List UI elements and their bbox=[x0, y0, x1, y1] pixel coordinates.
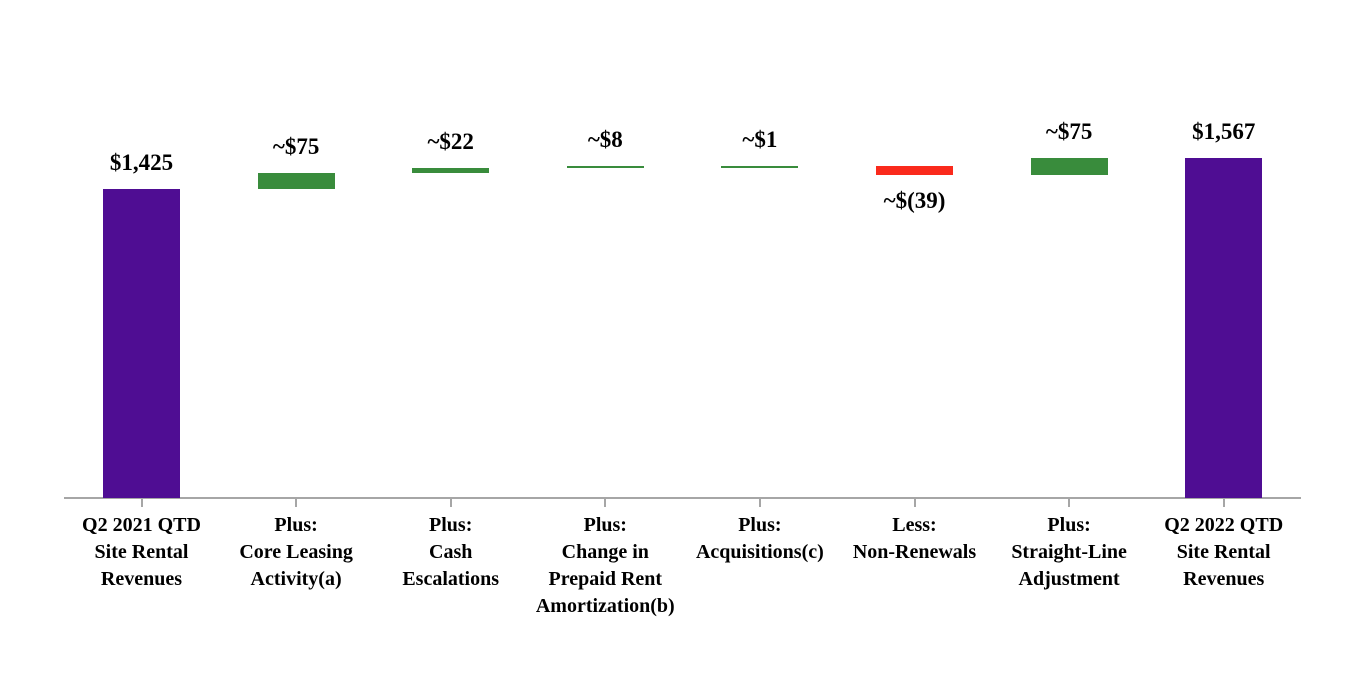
waterfall-bar-total bbox=[103, 189, 180, 498]
x-axis-tick bbox=[1222, 498, 1225, 507]
waterfall-bar-increase bbox=[257, 172, 335, 190]
bar-value-label: $1,425 bbox=[109, 150, 174, 176]
bar-value-label: $1,567 bbox=[1192, 119, 1256, 145]
x-axis-tick bbox=[140, 498, 143, 507]
waterfall-bar-increase bbox=[1030, 158, 1108, 175]
category-label: Plus: Cash Escalations bbox=[402, 514, 500, 590]
category-label: Q2 2021 QTD Site Rental Revenues bbox=[82, 514, 201, 590]
x-axis-tick bbox=[913, 498, 916, 507]
x-axis-tick bbox=[295, 498, 298, 507]
waterfall-bar-increase bbox=[412, 168, 490, 173]
x-axis-line bbox=[64, 497, 1301, 499]
x-axis-tick bbox=[758, 498, 761, 507]
category-label: Plus: Core Leasing Activity(a) bbox=[239, 514, 353, 590]
bar-value-label: ~$8 bbox=[587, 127, 623, 153]
bar-value-label: ~$22 bbox=[427, 129, 474, 155]
waterfall-bar-decrease bbox=[876, 166, 953, 175]
category-label: Q2 2022 QTD Site Rental Revenues bbox=[1164, 514, 1284, 590]
category-label: Plus: Acquisitions(c) bbox=[695, 514, 824, 563]
x-axis-tick bbox=[604, 498, 607, 507]
category-label: Plus: Change in Prepaid Rent Amortizatio… bbox=[535, 514, 675, 617]
waterfall-bar-increase bbox=[566, 166, 644, 169]
bar-value-label: ~$(39) bbox=[883, 187, 946, 213]
category-label: Less: Non-Renewals bbox=[852, 514, 977, 563]
x-axis-tick bbox=[1068, 498, 1071, 507]
category-label: Plus: Straight-Line Adjustment bbox=[1011, 514, 1127, 590]
bar-value-label: ~$75 bbox=[1045, 119, 1093, 145]
x-axis-tick bbox=[449, 498, 452, 507]
waterfall-bar-total bbox=[1185, 158, 1263, 498]
bar-value-label: ~$75 bbox=[272, 133, 320, 159]
waterfall-bar-increase bbox=[721, 166, 799, 169]
bar-value-label: ~$1 bbox=[742, 127, 778, 153]
